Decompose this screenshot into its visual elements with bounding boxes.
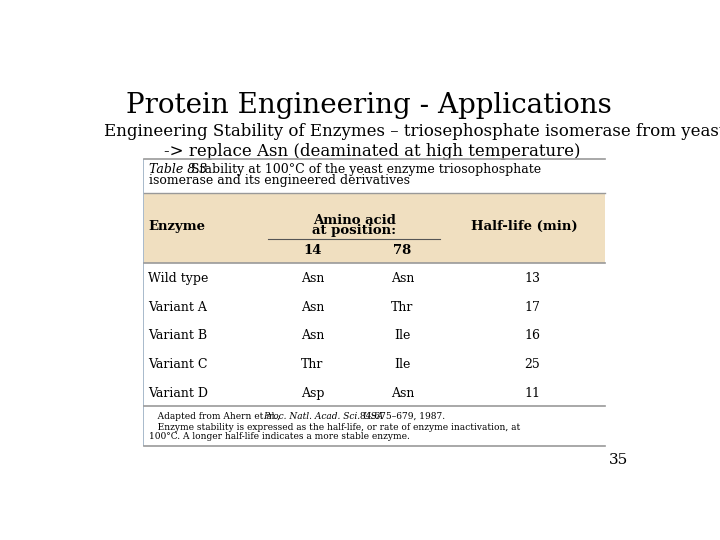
Text: Wild type: Wild type: [148, 272, 209, 285]
Text: 16: 16: [524, 329, 541, 342]
Text: 11: 11: [524, 387, 541, 400]
Text: 84:675–679, 1987.: 84:675–679, 1987.: [356, 412, 445, 421]
Text: Asn: Asn: [301, 329, 324, 342]
Text: Engineering Stability of Enzymes – triosephosphate isomerase from yeast: Engineering Stability of Enzymes – trios…: [104, 123, 720, 139]
Text: 17: 17: [524, 301, 541, 314]
Text: Proc. Natl. Acad. Sci. USA: Proc. Natl. Acad. Sci. USA: [264, 412, 384, 421]
Text: -> replace Asn (deaminated at high temperature): -> replace Asn (deaminated at high tempe…: [163, 143, 580, 160]
Text: Variant A: Variant A: [148, 301, 207, 314]
Text: Variant B: Variant B: [148, 329, 207, 342]
Text: 100°C. A longer half-life indicates a more stable enzyme.: 100°C. A longer half-life indicates a mo…: [149, 432, 410, 441]
Text: Asn: Asn: [301, 272, 324, 285]
Text: Asp: Asp: [301, 387, 324, 400]
Text: Asn: Asn: [391, 272, 414, 285]
Bar: [143, 159, 145, 446]
Bar: [144, 159, 606, 446]
Text: Enzyme stability is expressed as the half-life, or rate of enzyme inactivation, : Enzyme stability is expressed as the hal…: [149, 423, 520, 432]
Text: Protein Engineering - Applications: Protein Engineering - Applications: [126, 92, 612, 119]
Text: at position:: at position:: [312, 224, 396, 237]
Text: Thr: Thr: [391, 301, 414, 314]
Text: 78: 78: [393, 244, 412, 257]
Text: Table 8.3: Table 8.3: [149, 164, 207, 177]
Text: Ile: Ile: [395, 329, 410, 342]
Text: 13: 13: [524, 272, 541, 285]
Text: Ile: Ile: [395, 358, 410, 371]
Text: Variant D: Variant D: [148, 387, 208, 400]
Text: isomerase and its engineered derivatives: isomerase and its engineered derivatives: [149, 174, 410, 187]
Text: Amino acid: Amino acid: [312, 214, 395, 227]
Text: Enzyme: Enzyme: [148, 220, 205, 233]
Text: Asn: Asn: [301, 301, 324, 314]
Text: Stability at 100°C of the yeast enzyme triosophosphate: Stability at 100°C of the yeast enzyme t…: [183, 164, 541, 177]
Text: 14: 14: [303, 244, 322, 257]
Bar: [144, 193, 606, 262]
Text: Asn: Asn: [391, 387, 414, 400]
Text: 25: 25: [525, 358, 540, 371]
Text: Adapted from Ahern et al.,: Adapted from Ahern et al.,: [149, 412, 283, 421]
Text: Half-life (min): Half-life (min): [472, 220, 578, 233]
Text: Variant C: Variant C: [148, 358, 207, 371]
Text: 35: 35: [609, 453, 629, 467]
Text: Thr: Thr: [302, 358, 324, 371]
